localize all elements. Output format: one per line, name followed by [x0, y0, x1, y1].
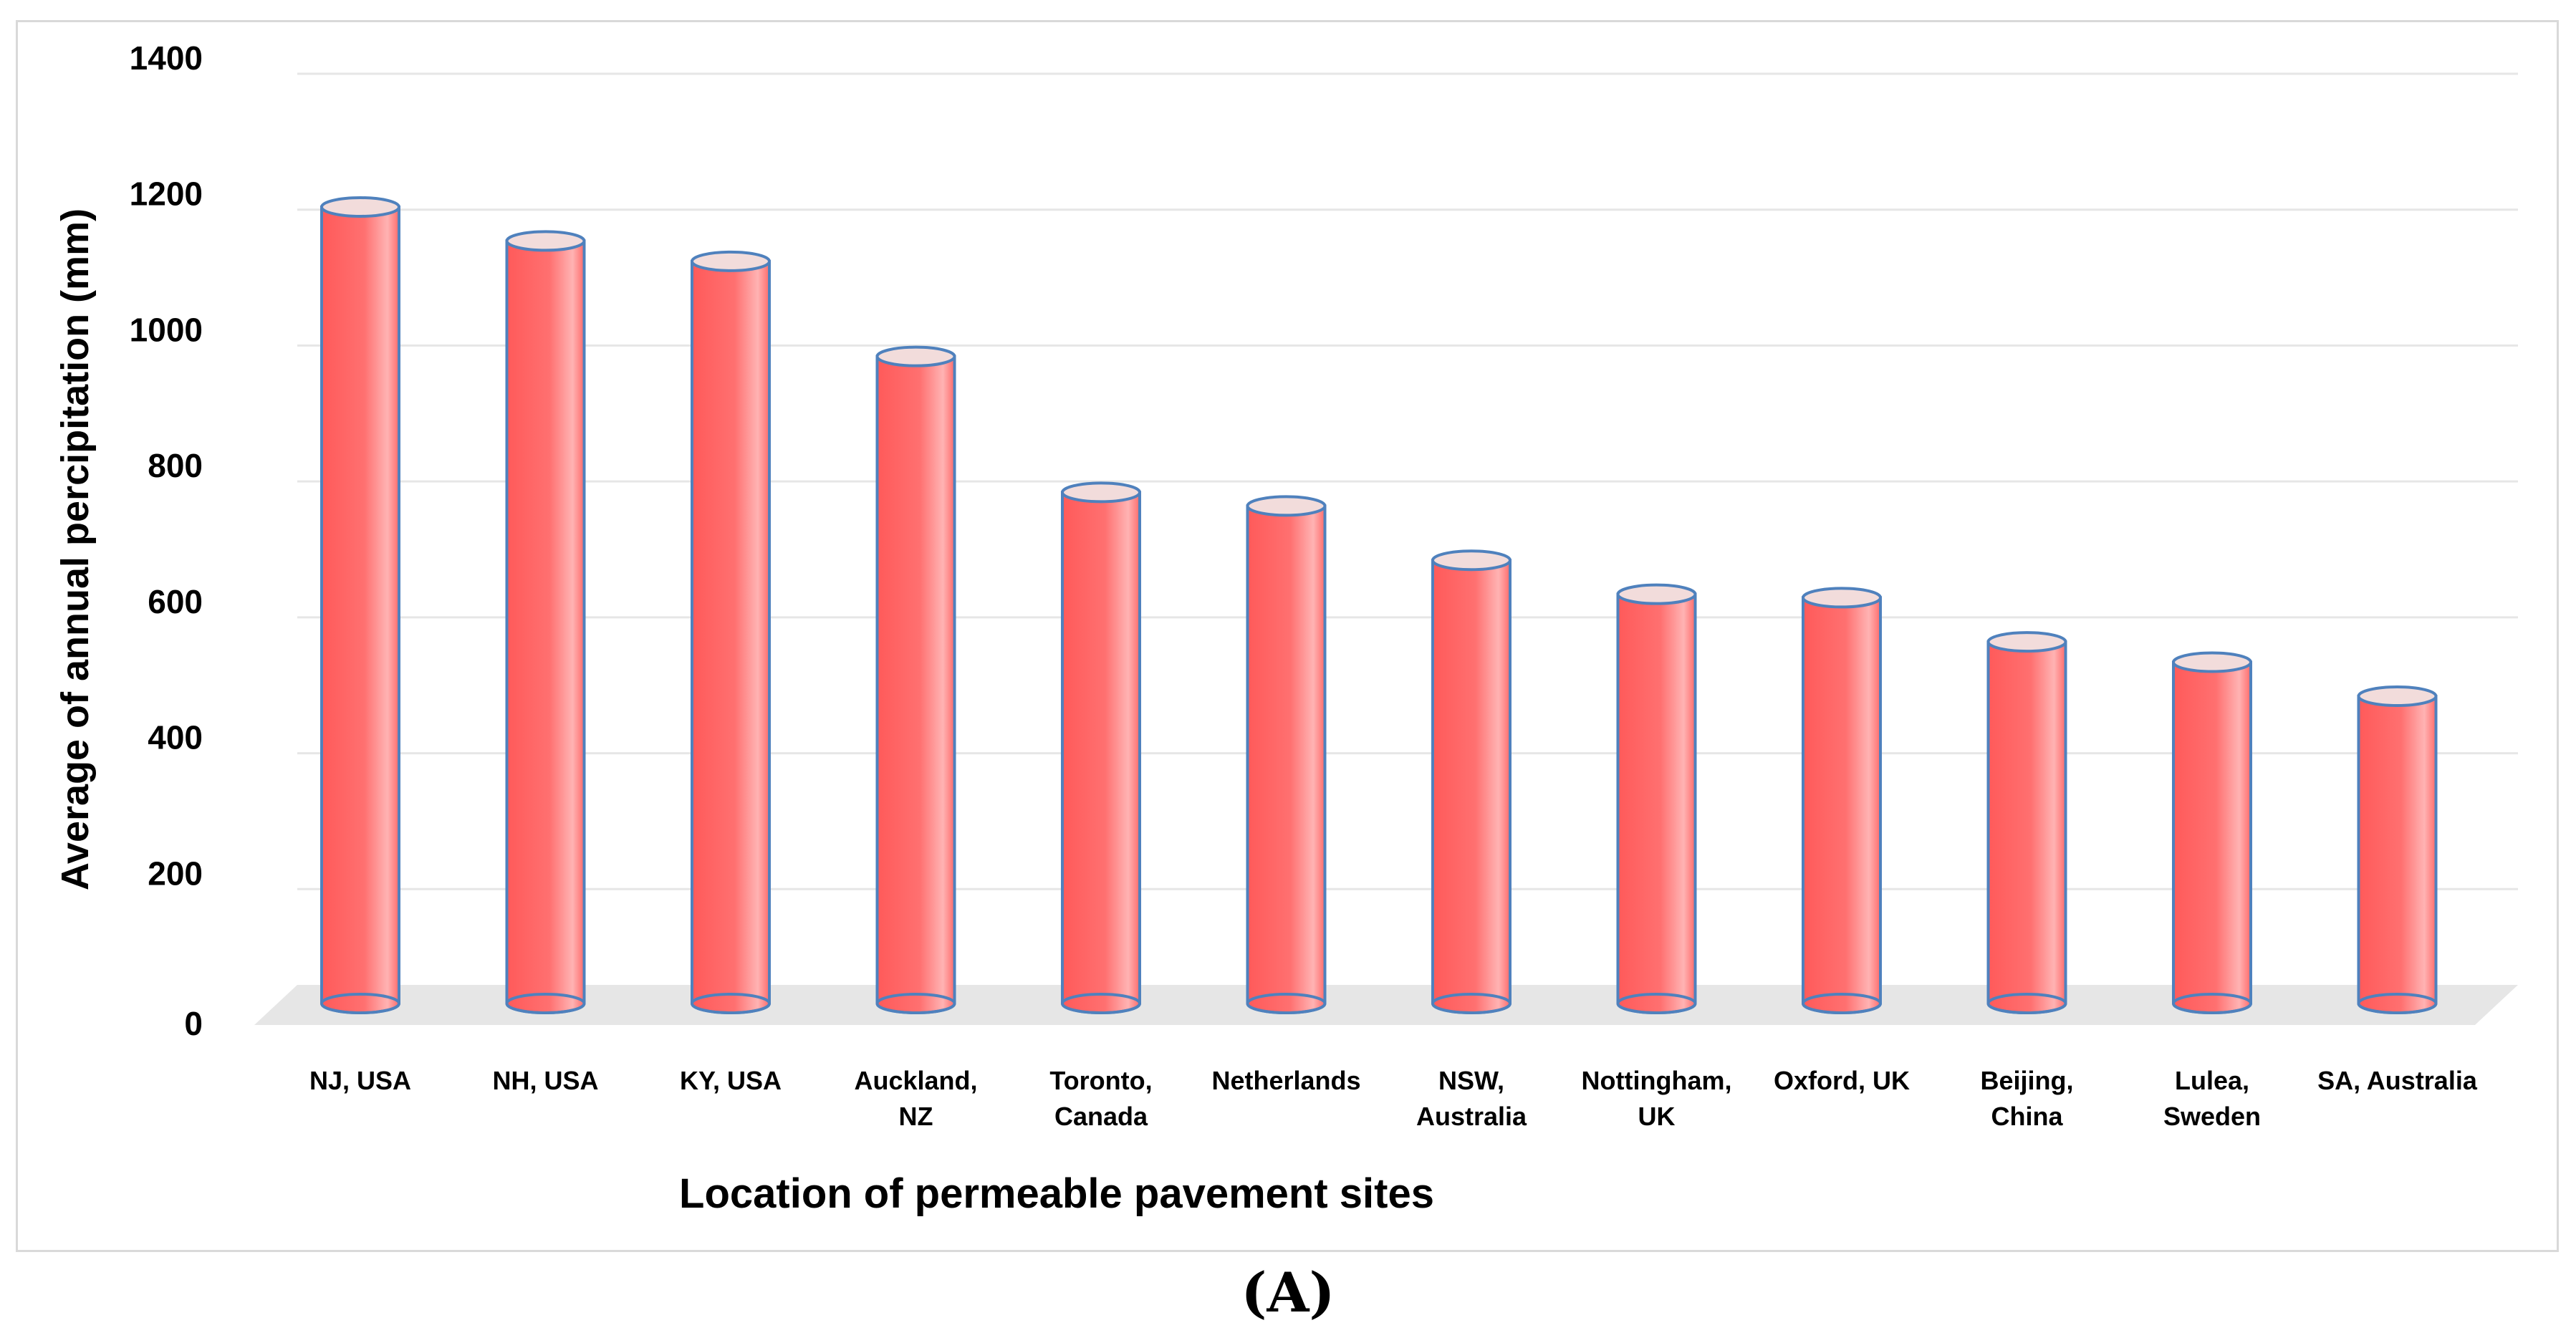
y-axis-title: Average of annual percipitation (mm): [54, 208, 97, 890]
bar-top: [1061, 481, 1141, 504]
x-tick-label: KY, USA: [680, 1066, 782, 1095]
bar-body: [1061, 491, 1141, 1014]
y-tick-label: 0: [184, 1005, 203, 1042]
bar-body: [2357, 694, 2438, 1014]
bar-base: [2172, 993, 2252, 1014]
bar-body: [1431, 559, 1512, 1014]
bar-top: [1616, 583, 1697, 605]
y-axis-ticks: 0 200 400 600 800 1000 1200 1400: [130, 39, 203, 1042]
bar-top: [2357, 685, 2438, 707]
bar: [2172, 651, 2252, 1014]
bar-base: [875, 993, 956, 1014]
bar: [691, 250, 771, 1014]
bar-body: [1802, 596, 1882, 1014]
bar: [320, 196, 400, 1014]
bar-base: [2357, 993, 2438, 1014]
bar-base: [1986, 993, 2067, 1014]
bar-base: [1802, 993, 1882, 1014]
x-tick-label: NJ, USA: [309, 1066, 411, 1095]
x-tick-label: Netherlands: [1211, 1066, 1360, 1095]
bar: [2357, 685, 2438, 1014]
bar: [1802, 587, 1882, 1014]
bar: [1431, 549, 1512, 1014]
bar-body: [875, 355, 956, 1014]
y-tick-label: 600: [148, 583, 203, 620]
bar-body: [505, 239, 586, 1014]
bar-top: [875, 345, 956, 367]
bar-body: [1986, 640, 2067, 1014]
bar-base: [1061, 993, 1141, 1014]
chart-frame: 0 200 400 600 800 1000 1200 1400 NJ, USA NH, USA…: [16, 20, 2559, 1252]
bar-body: [1246, 504, 1327, 1014]
bar-top: [1431, 549, 1512, 572]
x-tick-label: SA, Australia: [2317, 1066, 2478, 1095]
bar: [1616, 583, 1697, 1014]
x-tick-label: Nottingham, UK: [1582, 1066, 1732, 1131]
x-tick-label: Auckland, NZ: [854, 1066, 977, 1131]
bar-body: [2172, 660, 2252, 1014]
bar-body: [320, 206, 400, 1014]
bar: [875, 345, 956, 1014]
bar-base: [320, 993, 400, 1014]
bar-top: [320, 196, 400, 218]
bar-body: [1616, 592, 1697, 1014]
bar-base: [1431, 993, 1512, 1014]
x-axis-title: Location of permeable pavement sites: [679, 1170, 1434, 1217]
bar-top: [1986, 631, 2067, 653]
y-tick-label: 1400: [130, 39, 203, 77]
bars: [320, 196, 2438, 1014]
x-axis-ticks: NJ, USA NH, USA KY, USA Auckland, NZ Toronto,…: [309, 1066, 2478, 1131]
bar: [1061, 481, 1141, 1014]
bar-base: [691, 993, 771, 1014]
y-tick-label: 400: [148, 719, 203, 756]
bar-top: [691, 250, 771, 272]
figure-caption: (A): [1241, 1261, 1335, 1324]
bar-base: [505, 993, 586, 1014]
bar-top: [1246, 495, 1327, 517]
x-tick-label: Toronto, Canada: [1049, 1066, 1152, 1131]
gridlines: [297, 72, 2518, 890]
chart-floor: [254, 985, 2518, 1025]
bar: [1246, 495, 1327, 1014]
x-tick-label: Beijing, China: [1980, 1066, 2073, 1131]
bar-base: [1246, 993, 1327, 1014]
x-tick-label: Oxford, UK: [1774, 1066, 1910, 1095]
y-tick-label: 1000: [130, 311, 203, 348]
bar: [505, 230, 586, 1014]
y-tick-label: 1200: [130, 175, 203, 213]
bar-chart: 0 200 400 600 800 1000 1200 1400 NJ, USA NH, USA…: [54, 39, 2518, 1217]
x-tick-label: NH, USA: [492, 1066, 598, 1095]
bar-top: [1802, 587, 1882, 609]
floor-plane: [254, 985, 2518, 1025]
bar-base: [1616, 993, 1697, 1014]
y-tick-label: 200: [148, 855, 203, 892]
bar-top: [505, 230, 586, 252]
bar-body: [691, 259, 771, 1014]
y-tick-label: 800: [148, 447, 203, 484]
x-tick-label: NSW, Australia: [1416, 1066, 1527, 1131]
x-tick-label: Lulea, Sweden: [2163, 1066, 2261, 1131]
bar: [1986, 631, 2067, 1014]
bar-top: [2172, 651, 2252, 673]
